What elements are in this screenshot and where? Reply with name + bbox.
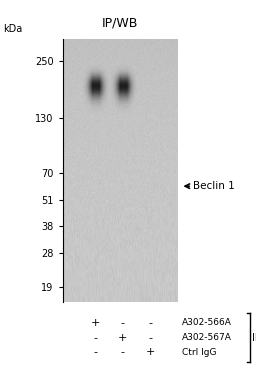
Text: -: - [148, 318, 152, 328]
Text: -: - [93, 333, 97, 342]
Text: IP/WB: IP/WB [102, 17, 138, 30]
Text: Ctrl IgG: Ctrl IgG [182, 348, 216, 357]
Text: Beclin 1: Beclin 1 [193, 181, 235, 191]
Text: A302-566A: A302-566A [182, 318, 232, 327]
Text: +: + [118, 333, 127, 342]
Text: -: - [121, 318, 125, 328]
Text: -: - [148, 333, 152, 342]
Text: kDa: kDa [3, 24, 22, 34]
Text: +: + [90, 318, 100, 328]
Text: +: + [146, 348, 155, 357]
Text: -: - [93, 348, 97, 357]
Text: IP: IP [252, 333, 256, 342]
Text: -: - [121, 348, 125, 357]
Text: A302-567A: A302-567A [182, 333, 232, 342]
